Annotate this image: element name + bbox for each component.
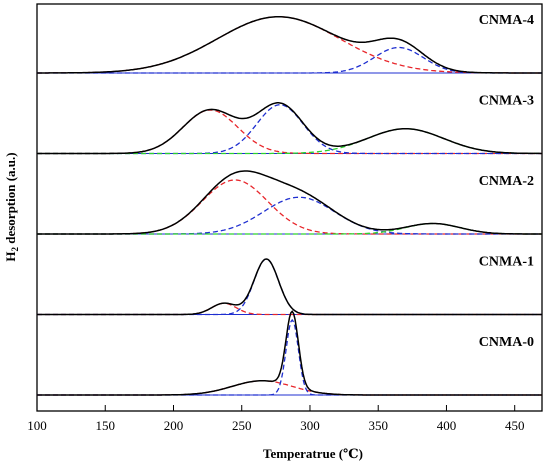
cnma-0-peak-1: [37, 380, 542, 396]
cnma-2-label: CNMA-2: [479, 174, 534, 189]
cnma-2-total-curve: [37, 170, 542, 235]
cnma-3-label: CNMA-3: [479, 94, 534, 109]
x-tick-label-350: 350: [368, 418, 388, 433]
cnma-3-total-curve: [37, 102, 542, 155]
x-tick-label-250: 250: [232, 418, 252, 433]
y-axis-title-rest: desorption (a.u.): [3, 152, 18, 247]
y-axis-title: H2 desorption (a.u.): [3, 152, 20, 261]
x-tick-label-400: 400: [437, 418, 457, 433]
x-tick-label-300: 300: [300, 418, 320, 433]
x-tick-label-150: 150: [95, 418, 115, 433]
cnma-1-total-curve: [37, 258, 542, 316]
x-tick-label-450: 450: [505, 418, 525, 433]
sample-labels: CNMA-4 CNMA-3 CNMA-2 CNMA-1 CNMA-0: [479, 13, 534, 350]
x-tick-label-100: 100: [27, 418, 47, 433]
curves: [37, 15, 542, 396]
cnma-0-peak-2: [37, 318, 542, 396]
cnma-0-total-curve: [37, 310, 542, 396]
cnma-4-label: CNMA-4: [479, 13, 534, 28]
cnma-1-label: CNMA-1: [479, 255, 534, 270]
plot-frame: [36, 3, 543, 412]
cnma-4-total-curve: [37, 15, 542, 74]
cnma-4-peak-1: [37, 16, 542, 74]
cnma-3-peak-3: [37, 128, 542, 155]
cnma-0-label: CNMA-0: [479, 335, 534, 350]
y-axis-title-main: H: [3, 252, 18, 262]
x-tick-label-200: 200: [164, 418, 184, 433]
x-axis-ticks: 100 150 200 250 300 350 400 450: [27, 405, 524, 433]
cnma-4-peak-2: [37, 46, 542, 74]
cnma-2-peak-1: [37, 179, 542, 235]
x-axis-title: Temperatrue (℃): [263, 446, 363, 461]
y-axis-title-subscript: 2: [10, 247, 20, 252]
